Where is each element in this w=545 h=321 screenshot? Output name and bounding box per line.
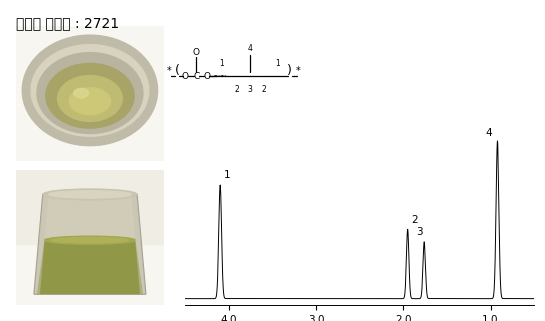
- Text: ~~: ~~: [212, 72, 227, 81]
- Polygon shape: [34, 195, 49, 294]
- Ellipse shape: [46, 64, 134, 128]
- Text: 4: 4: [486, 128, 492, 138]
- Text: 4: 4: [248, 44, 253, 53]
- Text: 2: 2: [411, 214, 418, 224]
- Text: 수평균 분자량 : 2721: 수평균 분자량 : 2721: [16, 16, 119, 30]
- Ellipse shape: [22, 35, 158, 146]
- Text: (: (: [174, 65, 179, 77]
- Text: O: O: [182, 72, 189, 81]
- Text: ): ): [287, 65, 292, 77]
- Text: 3: 3: [248, 85, 253, 94]
- Polygon shape: [37, 240, 143, 294]
- Text: 1: 1: [275, 59, 280, 68]
- Text: 1: 1: [224, 170, 231, 180]
- Text: *: *: [167, 66, 171, 76]
- Text: O: O: [193, 48, 200, 57]
- Bar: [16, 170, 164, 244]
- Ellipse shape: [31, 45, 149, 136]
- Ellipse shape: [69, 88, 111, 115]
- Text: 3: 3: [416, 227, 422, 237]
- Text: 1: 1: [219, 59, 224, 68]
- Ellipse shape: [44, 236, 136, 244]
- Ellipse shape: [37, 53, 143, 134]
- Polygon shape: [34, 195, 146, 294]
- Polygon shape: [131, 195, 146, 294]
- Text: O: O: [203, 72, 210, 81]
- Ellipse shape: [43, 189, 137, 200]
- Bar: [16, 244, 164, 305]
- Ellipse shape: [49, 191, 131, 198]
- Text: 2: 2: [262, 85, 267, 94]
- Ellipse shape: [74, 88, 88, 98]
- Text: *: *: [296, 66, 301, 76]
- Text: C: C: [193, 72, 199, 81]
- Ellipse shape: [58, 75, 122, 121]
- Ellipse shape: [52, 238, 128, 243]
- Text: 2: 2: [234, 85, 239, 94]
